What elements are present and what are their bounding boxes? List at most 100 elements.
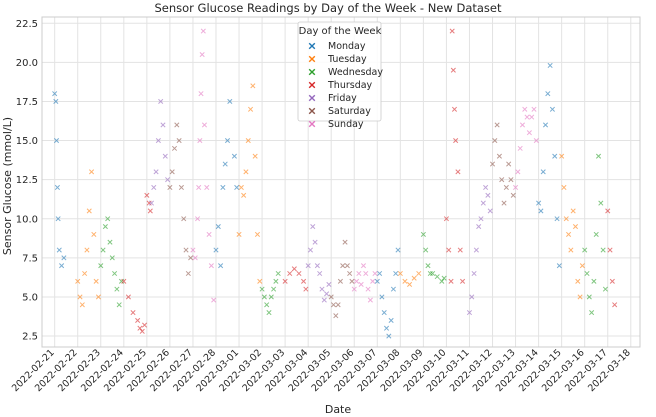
data-point (402, 278, 408, 284)
series-wednesday (98, 153, 608, 316)
data-point (287, 270, 293, 277)
data-point (200, 28, 206, 34)
data-point (356, 270, 362, 277)
y-tick-label: 2.5 (22, 332, 38, 343)
data-point (121, 278, 127, 284)
data-point (155, 138, 161, 144)
y-tick-label: 12.5 (16, 175, 38, 186)
data-point (425, 263, 431, 269)
data-point (333, 313, 339, 319)
data-point (77, 294, 83, 300)
data-point (86, 208, 92, 214)
legend-marker-monday (308, 42, 316, 50)
data-point (137, 325, 143, 331)
data-point (105, 216, 111, 222)
data-point (310, 224, 316, 230)
data-point (344, 263, 350, 269)
y-axis-label: Sensor Glucose (mmol/L) (1, 117, 14, 255)
data-point (469, 294, 475, 300)
data-point (174, 122, 180, 128)
data-point (492, 138, 498, 144)
data-point (125, 294, 131, 300)
data-point (268, 294, 274, 300)
legend: Day of the Week Monday Tuesday Wednesday Th… (297, 21, 383, 130)
data-point (53, 138, 60, 144)
data-point (453, 138, 459, 144)
data-point (416, 270, 422, 277)
data-point (88, 169, 95, 175)
data-point (312, 239, 318, 245)
data-point (446, 247, 452, 253)
legend-label-saturday: Saturday (328, 106, 371, 117)
data-point (531, 106, 537, 112)
data-point (434, 274, 440, 280)
data-point (314, 263, 320, 269)
data-point (79, 302, 85, 308)
data-point (478, 216, 484, 222)
data-point (473, 247, 479, 253)
data-point (367, 297, 373, 303)
data-point (349, 278, 355, 284)
data-point (377, 270, 383, 277)
data-point (224, 138, 231, 144)
data-point (130, 310, 136, 316)
legend-marker-sunday (308, 120, 316, 128)
data-point (324, 291, 330, 297)
data-point (53, 98, 59, 105)
legend-label-monday: Monday (328, 41, 366, 52)
data-point (201, 122, 208, 128)
data-point (139, 328, 145, 334)
data-point (549, 106, 555, 112)
data-point (165, 177, 171, 183)
data-point (451, 106, 458, 112)
data-point (383, 325, 390, 331)
data-point (82, 270, 88, 277)
data-point (151, 184, 157, 191)
data-point (556, 263, 562, 269)
data-point (489, 161, 496, 167)
data-point (291, 266, 297, 272)
data-point (529, 114, 535, 120)
data-point (381, 310, 387, 316)
data-point (261, 294, 267, 300)
data-point (61, 255, 67, 261)
data-point (109, 255, 115, 261)
data-point (358, 281, 364, 287)
legend-box (297, 21, 382, 122)
data-point (589, 310, 595, 316)
data-point (160, 122, 166, 128)
data-point (506, 161, 512, 167)
y-tick-label: 10.0 (16, 214, 38, 225)
data-point (231, 153, 237, 159)
data-point (374, 278, 380, 284)
data-point (319, 286, 325, 292)
data-point (450, 67, 456, 73)
data-point (220, 184, 226, 191)
data-point (612, 302, 618, 308)
data-point (247, 106, 254, 112)
data-point (264, 302, 270, 308)
data-point (215, 224, 221, 230)
data-point (266, 310, 272, 316)
data-point (561, 184, 567, 191)
legend-title: Day of the Week (299, 26, 382, 37)
series-thursday (121, 28, 618, 334)
data-point (259, 286, 265, 292)
data-point (607, 247, 613, 253)
data-point (241, 192, 247, 198)
data-point (317, 270, 323, 277)
data-point (282, 278, 288, 284)
data-point (56, 247, 62, 253)
data-point (519, 122, 526, 128)
data-point (141, 322, 148, 328)
data-point (503, 184, 509, 191)
y-axis-ticks: 2.5 5.0 7.5 10.0 12.5 15.0 17.5 20.0 22.5 (16, 19, 38, 343)
data-point (335, 302, 341, 308)
data-point (582, 247, 588, 253)
series-saturday (167, 122, 516, 319)
data-point (218, 263, 224, 269)
data-point (300, 278, 307, 284)
data-point (457, 247, 463, 253)
data-point (372, 270, 378, 277)
data-point (342, 239, 348, 245)
